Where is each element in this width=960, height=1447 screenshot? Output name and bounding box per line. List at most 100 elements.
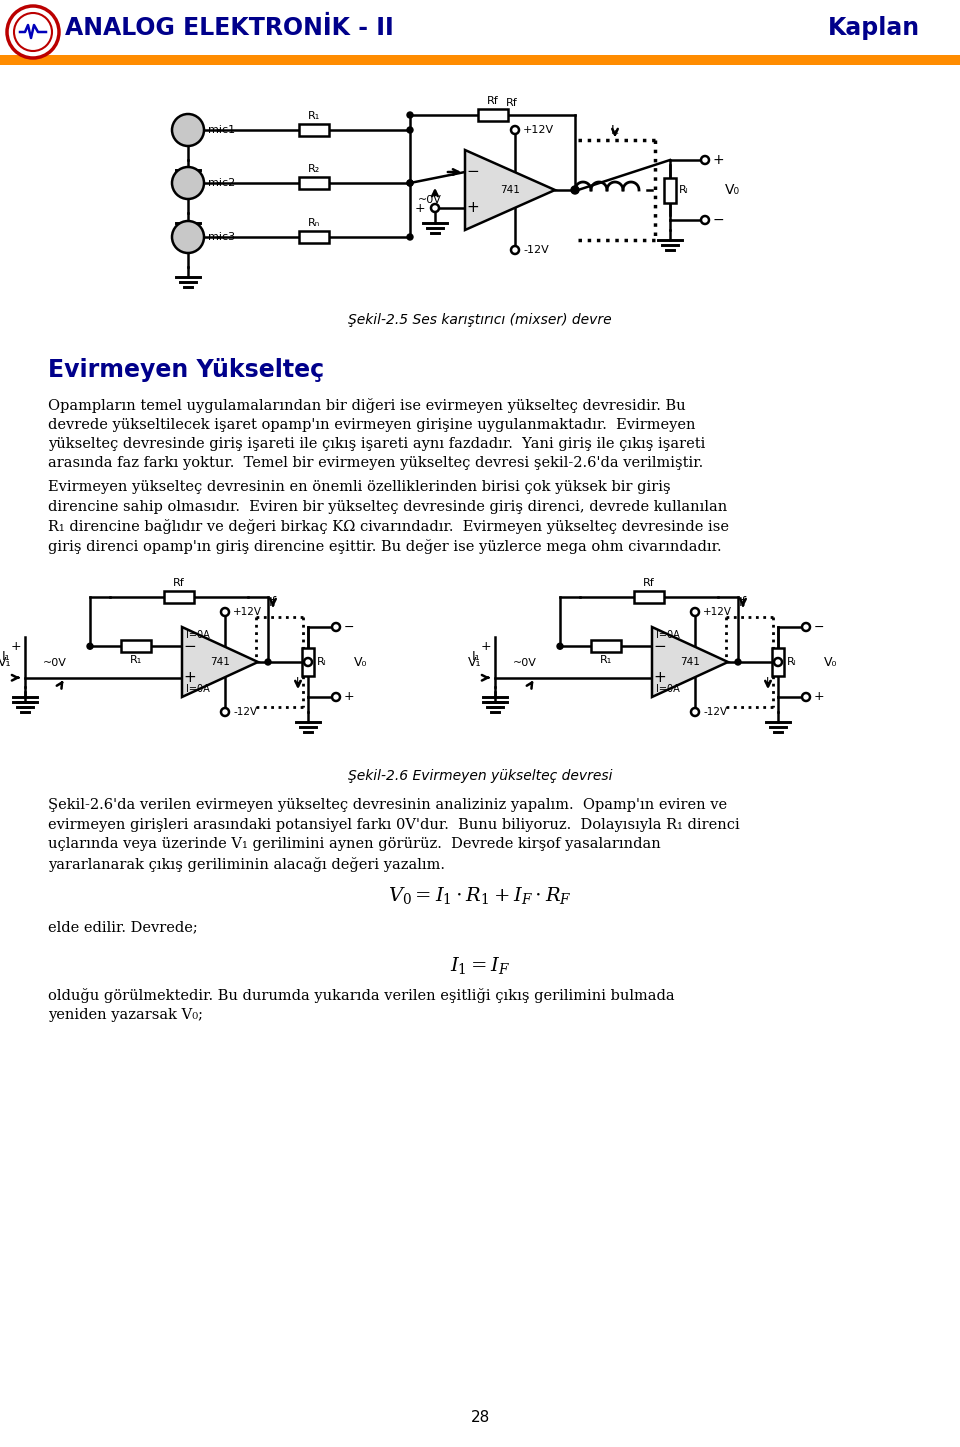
Text: +: +	[415, 201, 425, 214]
Text: If: If	[739, 596, 747, 609]
Text: Şekil-2.6'da verilen evirmeyen yükselteç devresinin analiziniz yapalım.  Opamp'ı: Şekil-2.6'da verilen evirmeyen yükselteç…	[48, 797, 727, 812]
Bar	[121, 640, 151, 653]
Text: −: −	[654, 638, 666, 654]
Text: yararlanarak çıkış geriliminin alacağı değeri yazalım.: yararlanarak çıkış geriliminin alacağı d…	[48, 857, 445, 871]
Text: +: +	[183, 670, 197, 686]
Text: -12V: -12V	[523, 245, 549, 255]
Bar	[772, 648, 784, 676]
Text: −: −	[713, 213, 725, 227]
Text: Iₗ: Iₗ	[296, 677, 300, 687]
Text: R₁: R₁	[130, 655, 142, 666]
Bar	[299, 124, 329, 136]
Text: ~0V: ~0V	[418, 195, 442, 205]
Text: elde edilir. Devrede;: elde edilir. Devrede;	[48, 920, 198, 933]
Circle shape	[332, 693, 340, 700]
Text: uçlarında veya üzerinde V₁ gerilimini aynen görürüz.  Devrede kirşof yasalarında: uçlarında veya üzerinde V₁ gerilimini ay…	[48, 836, 660, 851]
Text: Evirmeyen Yükselteç: Evirmeyen Yükselteç	[48, 357, 324, 382]
Text: V₁: V₁	[0, 655, 11, 669]
Text: Evirmeyen yükselteç devresinin en önemli özelliklerinden birisi çok yüksek bir g: Evirmeyen yükselteç devresinin en önemli…	[48, 480, 671, 493]
Circle shape	[774, 658, 782, 666]
Text: 741: 741	[210, 657, 230, 667]
Text: I=0A: I=0A	[656, 631, 680, 640]
Text: mic3: mic3	[208, 232, 235, 242]
Circle shape	[407, 127, 413, 133]
Bar	[0, 55, 960, 65]
Text: Rf: Rf	[506, 98, 517, 109]
Circle shape	[691, 608, 699, 616]
Bar	[664, 178, 676, 203]
Text: Şekil-2.6 Evirmeyen yükselteç devresi: Şekil-2.6 Evirmeyen yükselteç devresi	[348, 768, 612, 783]
Text: +: +	[654, 670, 666, 686]
Circle shape	[7, 6, 59, 58]
Circle shape	[802, 693, 810, 700]
Circle shape	[431, 204, 439, 213]
Text: $I_1 = I_F$: $I_1 = I_F$	[449, 955, 511, 975]
Text: mic2: mic2	[208, 178, 235, 188]
Text: R₁: R₁	[308, 111, 320, 122]
Text: Rf: Rf	[643, 577, 655, 587]
Text: I=0A: I=0A	[186, 631, 210, 640]
Text: Iₓ: Iₓ	[611, 123, 619, 136]
Text: ~0V: ~0V	[513, 658, 537, 667]
Text: V₀: V₀	[354, 655, 368, 669]
Text: Rₗ: Rₗ	[317, 657, 326, 667]
Text: −: −	[344, 621, 354, 634]
Text: If: If	[269, 596, 277, 609]
Circle shape	[691, 708, 699, 716]
Circle shape	[407, 234, 413, 240]
Bar	[477, 109, 508, 122]
Circle shape	[571, 187, 579, 194]
Circle shape	[87, 644, 93, 650]
Text: Iₗ: Iₗ	[765, 677, 771, 687]
Polygon shape	[652, 627, 728, 697]
Text: R₁: R₁	[600, 655, 612, 666]
Circle shape	[701, 156, 709, 164]
Circle shape	[172, 166, 204, 200]
Text: R₁ direncine bağlıdır ve değeri birkaç KΩ civarındadır.  Evirmeyen yükselteç dev: R₁ direncine bağlıdır ve değeri birkaç K…	[48, 519, 729, 534]
Text: yeniden yazarsak V₀;: yeniden yazarsak V₀;	[48, 1007, 203, 1022]
Circle shape	[511, 246, 519, 255]
Text: Rf: Rf	[487, 96, 498, 106]
Text: evirmeyen girişleri arasındaki potansiyel farkı 0V'dur.  Bunu biliyoruz.  Dolayı: evirmeyen girişleri arasındaki potansiye…	[48, 818, 740, 832]
Text: $V_0 = I_1 \cdot R_1 + I_F \cdot R_F$: $V_0 = I_1 \cdot R_1 + I_F \cdot R_F$	[388, 886, 572, 906]
Text: arasında faz farkı yoktur.  Temel bir evirmeyen yükselteç devresi şekil-2.6'da v: arasında faz farkı yoktur. Temel bir evi…	[48, 456, 704, 470]
Circle shape	[304, 658, 312, 666]
Text: Kaplan: Kaplan	[828, 16, 920, 41]
Text: 28: 28	[470, 1411, 490, 1425]
Text: -12V: -12V	[703, 708, 727, 718]
Text: I=0A: I=0A	[186, 684, 210, 693]
Text: +: +	[713, 153, 725, 166]
Text: −: −	[183, 638, 197, 654]
Circle shape	[172, 221, 204, 253]
Text: Rₗ: Rₗ	[787, 657, 797, 667]
Text: 741: 741	[680, 657, 700, 667]
Polygon shape	[182, 627, 258, 697]
Text: −: −	[814, 621, 825, 634]
Text: +: +	[344, 690, 354, 703]
Text: Rₗ: Rₗ	[679, 185, 689, 195]
Text: giriş direnci opamp'ın giriş direncine eşittir. Bu değer ise yüzlerce mega ohm c: giriş direnci opamp'ın giriş direncine e…	[48, 538, 722, 554]
Circle shape	[701, 216, 709, 224]
Text: +: +	[480, 641, 491, 654]
Text: +12V: +12V	[233, 606, 262, 616]
Bar	[591, 640, 621, 653]
Circle shape	[221, 608, 229, 616]
Bar	[299, 177, 329, 190]
Text: mic1: mic1	[208, 124, 235, 135]
Circle shape	[407, 111, 413, 119]
Text: Rₙ: Rₙ	[308, 218, 320, 229]
Circle shape	[802, 624, 810, 631]
Text: direncine sahip olmasıdır.  Eviren bir yükselteç devresinde giriş direnci, devre: direncine sahip olmasıdır. Eviren bir yü…	[48, 499, 728, 514]
Text: +12V: +12V	[703, 606, 732, 616]
Circle shape	[511, 126, 519, 135]
Circle shape	[332, 624, 340, 631]
Text: yükselteç devresinde giriş işareti ile çıkış işareti aynı fazdadır.  Yani giriş : yükselteç devresinde giriş işareti ile ç…	[48, 437, 706, 451]
Text: +: +	[467, 201, 479, 216]
Text: R₂: R₂	[308, 164, 320, 174]
Polygon shape	[465, 150, 555, 230]
Text: Opampların temel uygulamalarından bir diğeri ise evirmeyen yükselteç devresidir.: Opampların temel uygulamalarından bir di…	[48, 398, 685, 412]
Text: V₀: V₀	[824, 655, 837, 669]
Text: devrede yükseltilecek işaret opamp'ın evirmeyen girişine uygulanmaktadır.  Evirm: devrede yükseltilecek işaret opamp'ın ev…	[48, 418, 695, 431]
Text: +12V: +12V	[523, 124, 554, 135]
Text: Şekil-2.5 Ses karıştırıcı (mixser) devre: Şekil-2.5 Ses karıştırıcı (mixser) devre	[348, 313, 612, 327]
